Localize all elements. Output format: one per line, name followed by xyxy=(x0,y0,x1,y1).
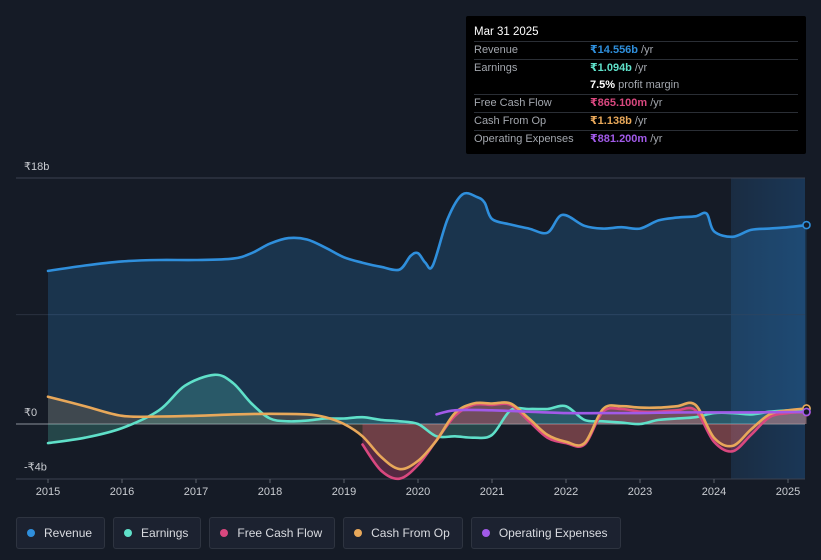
x-tick-label: 2015 xyxy=(36,486,60,498)
tooltip-row-free-cash-flow: Free Cash Flow ₹865.100m /yr xyxy=(474,94,798,112)
x-tick-label: 2025 xyxy=(776,486,800,498)
tooltip-unit: /yr xyxy=(650,97,663,109)
legend-dot-icon xyxy=(27,529,35,537)
y-tick-label: -₹4b xyxy=(24,462,47,474)
y-tick-label: ₹0 xyxy=(24,407,37,419)
tooltip-label: Earnings xyxy=(474,62,518,74)
legend-label: Cash From Op xyxy=(371,526,450,540)
tooltip-value: 7.5% xyxy=(590,79,616,91)
revenue-end-marker xyxy=(802,220,811,230)
legend-label: Revenue xyxy=(44,526,93,540)
x-tick-label: 2024 xyxy=(702,486,726,498)
legend-label: Operating Expenses xyxy=(498,526,608,540)
tooltip-value: ₹1.094b xyxy=(590,62,632,74)
legend-item-operating-expenses[interactable]: Operating Expenses xyxy=(470,517,621,549)
x-tick-label: 2023 xyxy=(628,486,652,498)
x-tick-label: 2017 xyxy=(184,486,208,498)
legend-dot-icon xyxy=(124,529,133,537)
x-tick-label: 2021 xyxy=(480,486,504,498)
x-tick-label: 2020 xyxy=(406,486,430,498)
y-tick-label: ₹18b xyxy=(24,161,49,173)
tooltip-value: ₹14.556b xyxy=(590,44,639,56)
tooltip-label: Operating Expenses xyxy=(474,133,574,145)
legend-item-revenue[interactable]: Revenue xyxy=(16,517,106,549)
operating-expenses-line xyxy=(435,408,808,416)
tooltip-value: ₹881.200m xyxy=(590,133,648,145)
tooltip-row-earnings: Earnings ₹1.094b /yr xyxy=(474,59,798,77)
legend-label: Earnings xyxy=(141,526,189,540)
legend-dot-icon xyxy=(354,529,363,537)
x-tick-label: 2019 xyxy=(332,486,356,498)
legend-item-earnings[interactable]: Earnings xyxy=(113,517,202,549)
x-tick-label: 2018 xyxy=(258,486,282,498)
tooltip-unit: profit margin xyxy=(618,79,680,91)
tooltip-unit: /yr xyxy=(650,133,663,145)
tooltip-row-revenue: Revenue ₹14.556b /yr xyxy=(474,41,798,59)
tooltip-label: Free Cash Flow xyxy=(474,97,552,109)
x-tick-label: 2022 xyxy=(554,486,578,498)
tooltip-unit: /yr xyxy=(641,44,654,56)
tooltip-unit: /yr xyxy=(634,115,648,127)
earnings-line xyxy=(46,373,808,445)
tooltip-value: ₹1.138b xyxy=(590,115,632,127)
legend-dot-icon xyxy=(481,529,490,537)
revenue-line xyxy=(46,191,808,273)
tooltip-date: Mar 31 2025 xyxy=(474,26,539,38)
legend-item-cash-from-op[interactable]: Cash From Op xyxy=(343,517,463,549)
legend-label: Free Cash Flow xyxy=(237,526,323,540)
tooltip-row-profit-margin: 7.5% profit margin xyxy=(474,77,798,94)
data-tooltip: Mar 31 2025 Revenue ₹14.556b /yr Earning… xyxy=(466,16,806,154)
revenue-area xyxy=(48,193,807,424)
x-tick-label: 2016 xyxy=(110,486,134,498)
tooltip-row-operating-expenses: Operating Expenses ₹881.200m /yr xyxy=(474,130,798,148)
tooltip-unit: /yr xyxy=(634,62,648,74)
tooltip-value: ₹865.100m xyxy=(590,97,648,109)
operating-expenses-end-marker xyxy=(802,407,811,417)
legend-dot-icon xyxy=(220,529,229,537)
earnings-area xyxy=(48,374,807,444)
tooltip-label: Revenue xyxy=(474,44,519,56)
tooltip-row-cash-from-op: Cash From Op ₹1.138b /yr xyxy=(474,112,798,130)
chart-legend: Revenue Earnings Free Cash Flow Cash Fro… xyxy=(16,517,629,549)
tooltip-label: Cash From Op xyxy=(474,115,547,127)
legend-item-free-cash-flow[interactable]: Free Cash Flow xyxy=(209,517,336,549)
tooltip-label xyxy=(474,77,590,94)
